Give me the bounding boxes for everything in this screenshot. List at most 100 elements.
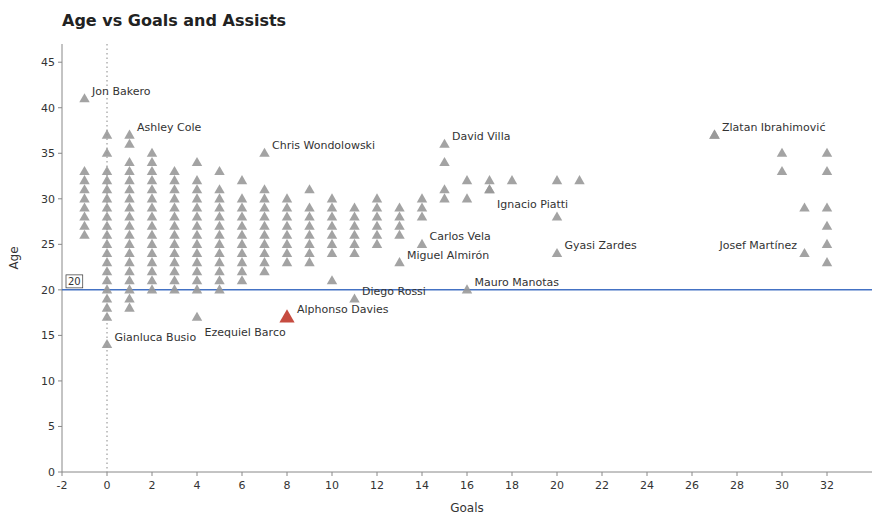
point bbox=[192, 248, 202, 257]
x-tick-label: 28 bbox=[730, 479, 744, 492]
point bbox=[79, 193, 89, 202]
point bbox=[349, 202, 359, 211]
point bbox=[214, 266, 224, 275]
point bbox=[214, 239, 224, 248]
y-tick bbox=[58, 198, 62, 199]
x-tick bbox=[197, 472, 198, 476]
point bbox=[147, 175, 157, 184]
point bbox=[192, 202, 202, 211]
point-label: Jon Bakero bbox=[91, 85, 151, 98]
point bbox=[259, 266, 269, 275]
point bbox=[462, 284, 472, 293]
point bbox=[192, 193, 202, 202]
point bbox=[102, 248, 112, 257]
reference-line-label: 20 bbox=[68, 276, 81, 287]
chart: -202468101214161820222426283032051015202… bbox=[0, 0, 894, 524]
point bbox=[282, 202, 292, 211]
y-tick bbox=[58, 472, 62, 473]
point bbox=[349, 248, 359, 257]
point bbox=[124, 248, 134, 257]
point bbox=[279, 309, 294, 322]
point bbox=[552, 175, 562, 184]
point bbox=[79, 230, 89, 239]
point bbox=[147, 202, 157, 211]
x-tick-label: 0 bbox=[104, 479, 111, 492]
point bbox=[237, 248, 247, 257]
y-tick bbox=[58, 107, 62, 108]
point bbox=[147, 157, 157, 166]
point bbox=[214, 284, 224, 293]
point bbox=[124, 166, 134, 175]
point bbox=[147, 212, 157, 221]
x-tick bbox=[107, 472, 108, 476]
point bbox=[349, 221, 359, 230]
point bbox=[259, 193, 269, 202]
x-tick bbox=[512, 472, 513, 476]
point bbox=[349, 212, 359, 221]
point bbox=[372, 193, 382, 202]
point bbox=[484, 184, 494, 193]
y-tick-label: 40 bbox=[41, 102, 55, 115]
point bbox=[282, 193, 292, 202]
point bbox=[169, 230, 179, 239]
point bbox=[799, 202, 809, 211]
point bbox=[169, 166, 179, 175]
point bbox=[372, 212, 382, 221]
point bbox=[214, 230, 224, 239]
point bbox=[259, 184, 269, 193]
background bbox=[0, 0, 894, 524]
point bbox=[124, 193, 134, 202]
point bbox=[147, 184, 157, 193]
point bbox=[147, 257, 157, 266]
point bbox=[214, 257, 224, 266]
point bbox=[147, 275, 157, 284]
x-tick bbox=[332, 472, 333, 476]
x-tick-label: 32 bbox=[820, 479, 834, 492]
point bbox=[327, 248, 337, 257]
x-tick-label: 20 bbox=[550, 479, 564, 492]
point bbox=[394, 221, 404, 230]
point-label: Gianluca Busio bbox=[115, 331, 197, 344]
point bbox=[102, 266, 112, 275]
point bbox=[327, 193, 337, 202]
point bbox=[79, 184, 89, 193]
point-label: David Villa bbox=[452, 130, 510, 143]
point bbox=[282, 212, 292, 221]
x-tick-label: -2 bbox=[57, 479, 68, 492]
point bbox=[327, 275, 337, 284]
point bbox=[192, 212, 202, 221]
point bbox=[237, 230, 247, 239]
x-tick bbox=[557, 472, 558, 476]
y-tick-label: 20 bbox=[41, 284, 55, 297]
series-0 bbox=[79, 130, 832, 321]
point bbox=[237, 239, 247, 248]
y-tick-label: 0 bbox=[48, 466, 55, 479]
point-label: Alphonso Davies bbox=[297, 303, 389, 316]
x-tick-label: 2 bbox=[149, 479, 156, 492]
point bbox=[124, 139, 134, 148]
point bbox=[169, 248, 179, 257]
point bbox=[192, 221, 202, 230]
point bbox=[304, 257, 314, 266]
point-label: Mauro Manotas bbox=[475, 276, 560, 289]
point bbox=[147, 239, 157, 248]
point bbox=[169, 266, 179, 275]
plot-area bbox=[62, 44, 872, 472]
point-label: Miguel Almirón bbox=[407, 249, 489, 262]
point bbox=[102, 257, 112, 266]
point bbox=[124, 202, 134, 211]
y-tick-label: 35 bbox=[41, 147, 55, 160]
y-tick bbox=[58, 426, 62, 427]
point bbox=[259, 257, 269, 266]
point bbox=[214, 248, 224, 257]
point bbox=[102, 166, 112, 175]
point bbox=[124, 212, 134, 221]
point bbox=[439, 184, 449, 193]
point bbox=[327, 212, 337, 221]
x-axis-label: Goals bbox=[450, 501, 484, 515]
point-label: Josef Martínez bbox=[719, 239, 798, 252]
y-tick bbox=[58, 380, 62, 381]
y-tick-label: 45 bbox=[41, 56, 55, 69]
title: Age vs Goals and Assists bbox=[62, 11, 286, 30]
point bbox=[102, 184, 112, 193]
